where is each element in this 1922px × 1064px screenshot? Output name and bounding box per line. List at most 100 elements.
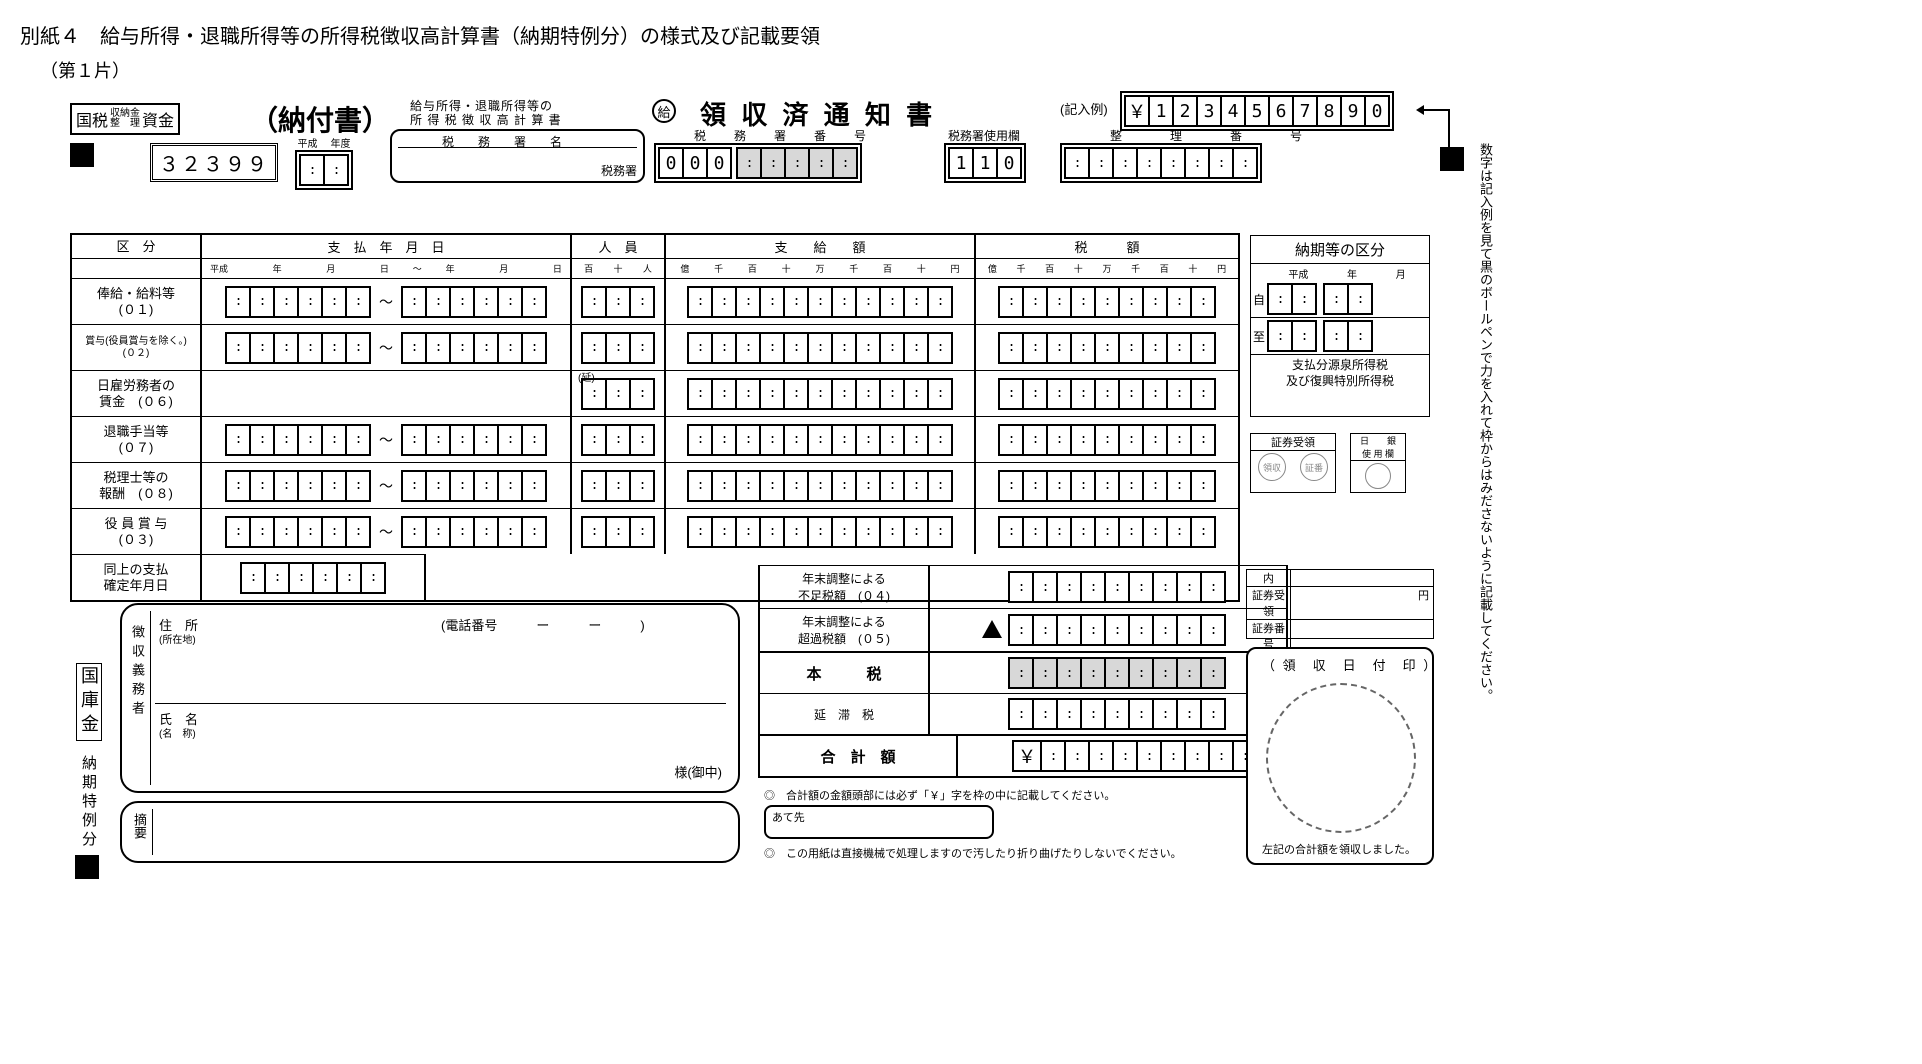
digit-cell[interactable] [735,424,761,456]
tax-office-use-cells[interactable]: 110 [944,143,1026,183]
digit-cell[interactable] [497,332,523,364]
digit-cell[interactable] [1136,147,1162,179]
digit-cell[interactable] [225,286,251,318]
digit-cell[interactable] [1022,378,1048,410]
digit-cell[interactable] [225,332,251,364]
digit-cell[interactable] [927,286,953,318]
digit-cell[interactable] [1070,516,1096,548]
digit-cell[interactable] [736,147,762,179]
digit-cell[interactable] [687,332,713,364]
digit-cell[interactable] [1208,740,1234,772]
digit-cell[interactable] [807,470,833,502]
digit-cell[interactable] [321,516,347,548]
date-cells[interactable]: ～ [202,324,572,370]
lower-row-cells[interactable] [930,653,1230,693]
digit-cell[interactable] [1022,516,1048,548]
digit-cell[interactable] [345,516,371,548]
digit-cell[interactable] [581,286,607,318]
digit-cell[interactable] [927,332,953,364]
digit-cell[interactable] [1070,424,1096,456]
digit-cell[interactable] [273,424,299,456]
digit-cell[interactable] [1200,698,1226,730]
digit-cell[interactable] [784,147,810,179]
date-cells[interactable]: ～ [202,508,572,554]
digit-cell[interactable] [735,332,761,364]
digit-cell[interactable] [345,332,371,364]
digit-cell[interactable] [1070,378,1096,410]
digit-cell[interactable] [321,286,347,318]
digit-cell[interactable] [759,424,785,456]
digit-cell[interactable] [1152,698,1178,730]
digit-cell[interactable] [1022,470,1048,502]
digit-cell[interactable] [1142,516,1168,548]
digit-cell[interactable] [831,286,857,318]
date-cells[interactable]: ～ [202,462,572,508]
digit-cell[interactable] [687,424,713,456]
people-cells[interactable] [572,278,666,324]
digit-cell[interactable] [273,516,299,548]
digit-cell[interactable] [297,424,323,456]
digit-cell[interactable] [1064,147,1090,179]
digit-cell[interactable] [783,470,809,502]
digit-cell[interactable] [711,378,737,410]
digit-cell[interactable] [1142,378,1168,410]
lower-row-cells[interactable] [930,609,1230,651]
digit-cell[interactable] [1088,147,1114,179]
obligation-box[interactable]: 徴収義務者 住 所 (所在地) (電話番号 ー ー ) 氏 名 (名 称) 様(… [120,603,740,793]
digit-cell[interactable]: 1 [948,147,974,179]
digit-cell[interactable] [449,332,475,364]
digit-cell[interactable] [759,516,785,548]
digit-cell[interactable]: 0 [706,147,732,179]
digit-cell[interactable] [903,378,929,410]
digit-cell[interactable] [855,332,881,364]
digit-cell[interactable] [1166,470,1192,502]
digit-cell[interactable] [1190,470,1216,502]
digit-cell[interactable] [321,332,347,364]
digit-cell[interactable] [807,378,833,410]
digit-cell[interactable] [629,470,655,502]
digit-cell[interactable] [711,470,737,502]
digit-cell[interactable] [629,286,655,318]
digit-cell[interactable] [855,470,881,502]
people-cells[interactable] [572,324,666,370]
digit-cell[interactable] [1070,470,1096,502]
digit-cell[interactable] [401,332,427,364]
lower-row-cells[interactable] [930,694,1230,734]
digit-cell[interactable] [1200,657,1226,689]
digit-cell[interactable] [629,378,655,410]
digit-cell[interactable] [1200,614,1226,646]
digit-cell[interactable] [521,516,547,548]
digit-cell[interactable] [831,516,857,548]
digit-cell[interactable] [1176,698,1202,730]
digit-cell[interactable] [605,470,631,502]
lower-row-cells[interactable] [930,566,1230,608]
digit-cell[interactable] [401,470,427,502]
people-cells[interactable] [572,416,666,462]
digit-cell[interactable] [687,378,713,410]
digit-cell[interactable] [759,470,785,502]
digit-cell[interactable] [1176,657,1202,689]
digit-cell[interactable] [264,562,290,594]
digit-cell[interactable] [1142,332,1168,364]
digit-cell[interactable] [1046,332,1072,364]
digit-cell[interactable] [401,516,427,548]
digit-cell[interactable] [832,147,858,179]
tax-office-name-box[interactable]: 税 務 署 名 税務署 [390,129,645,183]
digit-cell[interactable] [1176,571,1202,603]
digit-cell[interactable] [1104,657,1130,689]
digit-cell[interactable] [629,516,655,548]
digit-cell[interactable] [1176,614,1202,646]
date-cells[interactable]: ～ [202,416,572,462]
digit-cell[interactable] [1112,740,1138,772]
digit-cell[interactable] [605,424,631,456]
digit-cell[interactable] [401,424,427,456]
digit-cell[interactable] [1128,571,1154,603]
digit-cell[interactable] [783,332,809,364]
digit-cell[interactable] [903,516,929,548]
digit-cell[interactable] [581,470,607,502]
digit-cell[interactable] [1056,614,1082,646]
digit-cell[interactable]: 0 [682,147,708,179]
digit-cell[interactable] [521,286,547,318]
digit-cell[interactable] [1152,571,1178,603]
digit-cell[interactable] [807,424,833,456]
